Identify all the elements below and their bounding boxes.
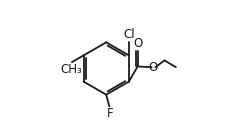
Text: Cl: Cl xyxy=(123,28,135,41)
Text: O: O xyxy=(149,61,158,74)
Text: O: O xyxy=(134,37,143,50)
Text: CH₃: CH₃ xyxy=(60,63,82,76)
Text: F: F xyxy=(106,107,113,120)
